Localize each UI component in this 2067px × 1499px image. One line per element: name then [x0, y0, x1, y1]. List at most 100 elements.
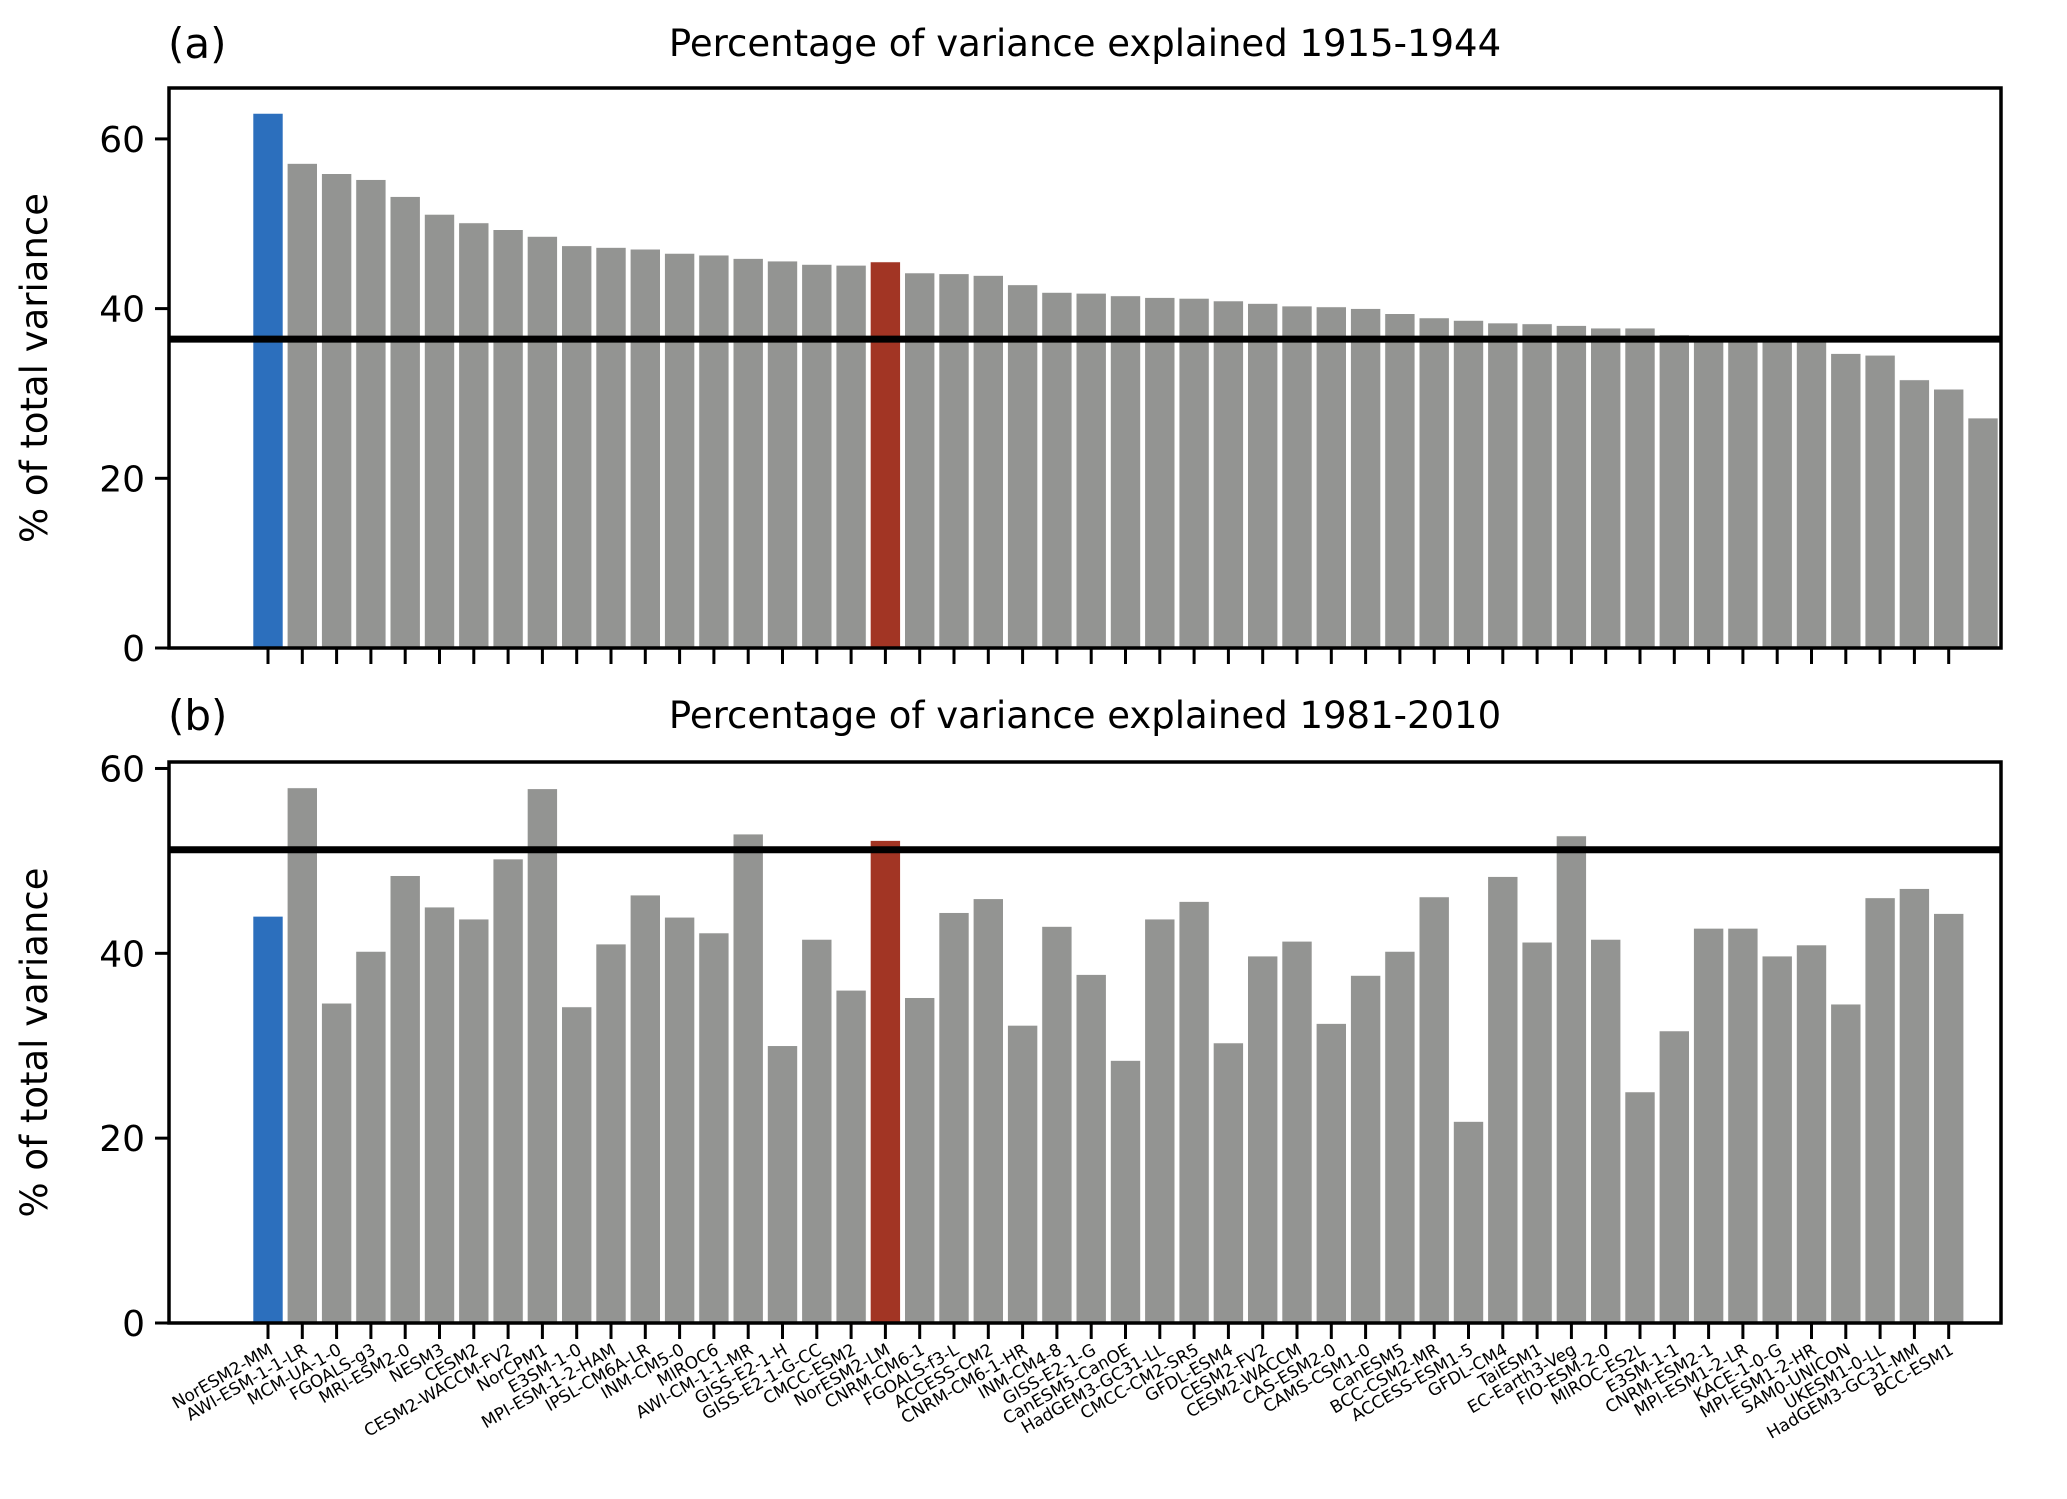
panel-b-bar-7: [492, 858, 524, 1324]
panel-b-bar-22: [1007, 1025, 1038, 1324]
panel-b-bar-20: [938, 912, 970, 1324]
panel-b-bar-41: [1659, 1030, 1690, 1324]
panel-b-bar-11: [629, 894, 661, 1324]
panel-b-bar-35: [1453, 1121, 1484, 1324]
panel-b-bar-0: [252, 916, 284, 1324]
panel-a-bar-16: [801, 264, 833, 649]
panel-b-x-axis: NorESM2-MMAWI-ESM-1-1-LRMCM-UA-1-0FGOALS…: [169, 1323, 1957, 1443]
panel-a-ytick-label-1: 20: [99, 459, 145, 500]
panel-a-ytick-label-0: 0: [122, 629, 145, 670]
panel-b-bar-49: [1933, 913, 1964, 1324]
panel-b-bar-46: [1830, 1003, 1862, 1324]
panel-a-bar-21: [972, 275, 1004, 649]
panel-a-bar-40: [1624, 327, 1656, 649]
panel-a-bar-9: [561, 245, 593, 649]
panel-a-bar-44: [1761, 339, 1793, 649]
panel-a-bar-1: [286, 163, 318, 649]
panel-a-bar-5: [424, 214, 455, 649]
panel-a-bar-41: [1659, 334, 1690, 649]
panel-b-bar-31: [1316, 1023, 1347, 1324]
panel-a-bar-24: [1075, 293, 1107, 649]
panel-b-frame: [167, 760, 2003, 1325]
panel-b-ytick-label-3: 60: [99, 749, 145, 790]
panel-b-ytick-label-2: 40: [99, 934, 145, 975]
panel-b-bar-6: [458, 918, 490, 1324]
panel-a-bar-46: [1830, 353, 1862, 649]
panel-b-bar-23: [1041, 926, 1073, 1324]
panel-b-ytick-label-1: 20: [99, 1119, 145, 1160]
panel-b-bar-15: [767, 1045, 798, 1324]
panel-b-bar-33: [1384, 951, 1416, 1324]
panel-a-bar-47: [1864, 354, 1896, 649]
panel-a-y-axis: 0 20 40 60: [99, 120, 169, 670]
panel-b: (b) Percentage of variance explained 198…: [13, 691, 2003, 1443]
panel-b-bar-1: [286, 787, 318, 1324]
panel-a-bar-28: [1213, 300, 1244, 649]
panel-a-bars: [252, 113, 1999, 649]
panel-a-bar-19: [904, 272, 936, 649]
panel-b-bar-43: [1727, 928, 1759, 1324]
panel-a-bar-43: [1727, 338, 1759, 649]
panel-a-bar-38: [1556, 325, 1587, 649]
panel-b-ytick-label-0: 0: [122, 1304, 145, 1345]
panel-b-bar-2: [321, 1002, 352, 1324]
panel-b-bar-21: [972, 898, 1004, 1324]
panel-a-bar-23: [1041, 292, 1073, 649]
panel-b-bar-3: [355, 951, 387, 1324]
panel-b-bar-38: [1556, 835, 1587, 1324]
panel-a-bar-12: [664, 253, 695, 649]
panel-b-ylabel: % of total variance: [13, 867, 56, 1217]
panel-a-bar-2: [321, 173, 352, 649]
panel-b-bar-14: [732, 833, 764, 1324]
panel-b-bar-45: [1796, 944, 1827, 1324]
panel-b-bar-30: [1281, 940, 1313, 1324]
panel-b-bar-19: [904, 997, 936, 1324]
panel-b-bar-34: [1418, 896, 1450, 1324]
panel-a-bar-25: [1110, 295, 1141, 649]
panel-b-bar-13: [698, 932, 730, 1324]
panel-a-bar-0: [252, 113, 284, 649]
panel-b-y-axis: 0 20 40 60: [99, 749, 169, 1345]
panel-a-bar-4: [389, 196, 421, 649]
panel-b-label: (b): [168, 691, 227, 740]
panel-a-bar-30: [1281, 305, 1313, 649]
panel-a-title: Percentage of variance explained 1915-19…: [669, 22, 1501, 65]
panel-a-bar-6: [458, 222, 490, 649]
panel-b-bar-26: [1144, 918, 1176, 1324]
panel-b-bar-4: [389, 875, 421, 1324]
panel-a-bar-31: [1316, 306, 1347, 649]
panel-a-bar-14: [732, 258, 764, 649]
panel-b-title: Percentage of variance explained 1981-20…: [669, 694, 1501, 737]
panel-b-bar-47: [1864, 897, 1896, 1324]
panel-b-bar-42: [1693, 928, 1724, 1324]
panel-a: (a) Percentage of variance explained 191…: [13, 19, 2003, 670]
panel-a-bar-3: [355, 179, 387, 649]
panel-b-bars: [252, 787, 1964, 1324]
panel-b-bar-44: [1761, 955, 1793, 1324]
panel-b-bar-27: [1178, 901, 1210, 1324]
panel-b-bar-32: [1350, 975, 1381, 1324]
panel-b-bar-8: [527, 788, 558, 1324]
panel-a-bar-11: [629, 248, 661, 649]
panel-a-ytick-label-2: 40: [99, 290, 145, 331]
panel-b-bar-17: [835, 989, 867, 1324]
panel-a-ytick-label-3: 60: [99, 120, 145, 161]
panel-b-bar-25: [1110, 1060, 1141, 1324]
panel-a-bar-17: [835, 265, 867, 649]
panel-a-bar-35: [1453, 320, 1484, 649]
panel-a-bar-49: [1933, 388, 1964, 649]
panel-a-bar-8: [527, 236, 558, 649]
panel-a-bar-42: [1693, 338, 1724, 649]
panel-b-bar-28: [1213, 1042, 1244, 1324]
panel-a-label: (a): [168, 19, 227, 68]
panel-a-frame: [167, 86, 2003, 650]
panel-a-bar-7: [492, 229, 524, 649]
panel-b-bar-37: [1521, 941, 1553, 1324]
panel-b-bar-48: [1899, 888, 1930, 1324]
panel-a-bar-26: [1144, 297, 1176, 649]
panel-a-bar-50: [1967, 417, 1999, 649]
panel-a-bar-29: [1247, 303, 1278, 649]
panel-a-bar-33: [1384, 313, 1416, 649]
panel-a-bar-36: [1487, 322, 1519, 649]
panel-b-bar-12: [664, 916, 695, 1324]
